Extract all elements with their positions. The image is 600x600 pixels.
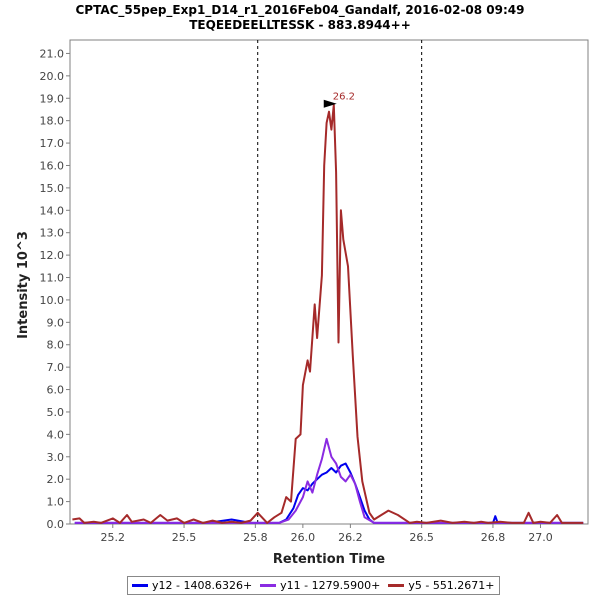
legend-item: y12 - 1408.6326+ bbox=[132, 579, 252, 592]
chart-subtitle: TEQEEDEELLTESSK - 883.8944++ bbox=[189, 18, 411, 32]
y-tick-label: 8.0 bbox=[47, 339, 65, 352]
y-tick-label: 4.0 bbox=[47, 428, 65, 441]
chart-title: CPTAC_55pep_Exp1_D14_r1_2016Feb04_Gandal… bbox=[75, 3, 524, 18]
y-tick-label: 5.0 bbox=[47, 406, 65, 419]
legend-label: y5 - 551.2671+ bbox=[408, 579, 495, 592]
legend-item: y5 - 551.2671+ bbox=[388, 579, 495, 592]
plot-area bbox=[69, 39, 589, 525]
y-tick-label: 7.0 bbox=[47, 361, 65, 374]
y-axis-label: Intensity 10^3 bbox=[16, 231, 31, 339]
peak-annotation: 26.2 bbox=[323, 92, 355, 108]
x-tick-label: 27.0 bbox=[528, 531, 553, 544]
y-tick-label: 19.0 bbox=[40, 92, 65, 105]
x-tick-label: 26.8 bbox=[481, 531, 506, 544]
series-lines bbox=[72, 104, 584, 524]
x-tick-label: 25.2 bbox=[101, 531, 126, 544]
boundary-lines bbox=[257, 40, 423, 524]
x-axis: 25.2 25.5 25.8 26.0 26.2 26.5 26.8 27.0 bbox=[101, 524, 553, 544]
y-tick-label: 13.0 bbox=[40, 227, 65, 240]
legend-item: y11 - 1279.5900+ bbox=[260, 579, 380, 592]
y-tick-label: 6.0 bbox=[47, 384, 65, 397]
x-tick-label: 25.8 bbox=[243, 531, 268, 544]
legend-label: y12 - 1408.6326+ bbox=[152, 579, 253, 592]
legend-swatch bbox=[260, 584, 277, 587]
peak-marker-icon bbox=[323, 99, 337, 108]
y-tick-label: 2.0 bbox=[47, 473, 65, 486]
x-tick-label: 26.5 bbox=[409, 531, 434, 544]
y-tick-label: 15.0 bbox=[40, 182, 65, 195]
legend-swatch bbox=[388, 584, 405, 587]
legend-label: y11 - 1279.5900+ bbox=[280, 579, 381, 592]
series-line bbox=[72, 104, 584, 524]
y-tick-label: 21.0 bbox=[40, 47, 65, 60]
y-tick-label: 1.0 bbox=[47, 496, 65, 509]
y-tick-label: 11.0 bbox=[40, 272, 65, 285]
legend: y12 - 1408.6326+ y11 - 1279.5900+ y5 - 551… bbox=[127, 576, 500, 595]
y-tick-label: 9.0 bbox=[47, 316, 65, 329]
y-axis: 0.0 1.0 2.0 3.0 4.0 5.0 6.0 7.0 8.0 9.0 10.0 11.0 12… bbox=[40, 47, 70, 531]
y-tick-label: 17.0 bbox=[40, 137, 65, 150]
legend-swatch bbox=[132, 584, 148, 587]
peak-label: 26.2 bbox=[333, 92, 355, 103]
y-tick-label: 3.0 bbox=[47, 451, 65, 464]
y-tick-label: 18.0 bbox=[40, 115, 65, 128]
x-tick-label: 26.2 bbox=[338, 531, 363, 544]
y-tick-label: 12.0 bbox=[40, 249, 65, 262]
x-tick-label: 25.5 bbox=[172, 531, 197, 544]
y-tick-label: 14.0 bbox=[40, 204, 65, 217]
y-tick-label: 20.0 bbox=[40, 70, 65, 83]
y-tick-label: 16.0 bbox=[40, 159, 65, 172]
y-tick-label: 0.0 bbox=[47, 518, 65, 531]
y-tick-label: 10.0 bbox=[40, 294, 65, 307]
x-tick-label: 26.0 bbox=[291, 531, 316, 544]
x-axis-label: Retention Time bbox=[273, 552, 385, 567]
